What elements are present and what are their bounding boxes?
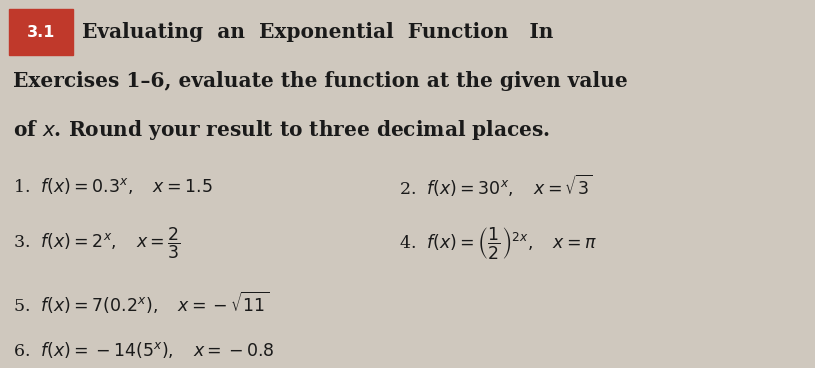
Text: of $x$. Round your result to three decimal places.: of $x$. Round your result to three decim… [13, 117, 550, 142]
Text: 4.  $f(x) = \left(\dfrac{1}{2}\right)^{2x},$   $x = \pi$: 4. $f(x) = \left(\dfrac{1}{2}\right)^{2x… [399, 225, 597, 261]
Text: Evaluating  an  Exponential  Function   In: Evaluating an Exponential Function In [82, 22, 553, 42]
Text: 6.  $f(x) = -14(5^x),$   $x = -0.8$: 6. $f(x) = -14(5^x),$ $x = -0.8$ [13, 340, 274, 360]
Text: 2.  $f(x) = 30^x,$   $x = \sqrt{3}$: 2. $f(x) = 30^x,$ $x = \sqrt{3}$ [399, 173, 593, 199]
Text: 5.  $f(x) = 7(0.2^x),$   $x = -\sqrt{11}$: 5. $f(x) = 7(0.2^x),$ $x = -\sqrt{11}$ [13, 290, 269, 315]
Text: 1.  $f(x) = 0.3^x,$   $x = 1.5$: 1. $f(x) = 0.3^x,$ $x = 1.5$ [13, 176, 213, 196]
Text: Exercises 1–6, evaluate the function at the given value: Exercises 1–6, evaluate the function at … [13, 71, 628, 91]
Text: 3.1: 3.1 [27, 25, 55, 39]
Text: 3.  $f(x) = 2^x,$   $x = \dfrac{2}{3}$: 3. $f(x) = 2^x,$ $x = \dfrac{2}{3}$ [13, 225, 181, 261]
FancyBboxPatch shape [9, 9, 73, 55]
